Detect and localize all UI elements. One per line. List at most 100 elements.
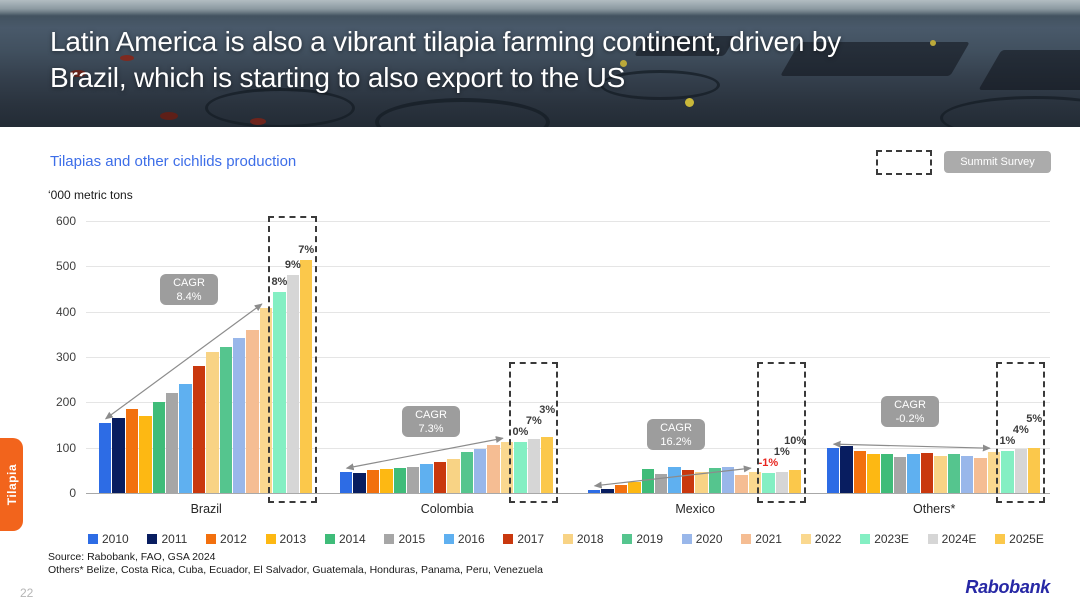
legend-item-2018: 2018 <box>562 532 604 546</box>
legend-item-2025E: 2025E <box>995 532 1044 546</box>
legend-item-2019: 2019 <box>622 532 663 546</box>
bar-Brazil-2023E <box>273 292 286 493</box>
bar-Others-2011 <box>840 446 853 493</box>
forecast-box-Others <box>996 362 1046 503</box>
y-axis-unit-label: ‘000 metric tons <box>48 188 133 202</box>
x-label-Brazil: Brazil <box>190 502 222 516</box>
chart-legend: 2010 2011 2012 2013 2014 2015 2016 2017 2018 2019… <box>88 532 1044 546</box>
bar-Colombia-2023E <box>514 441 527 493</box>
growth-label-Mexico-2023E: -1% <box>758 456 779 469</box>
legend-swatch-2022 <box>800 534 811 544</box>
chart-title: Tilapias and other cichlids production <box>50 153 297 170</box>
slide-title: Latin America is also a vibrant tilapia … <box>50 24 841 96</box>
shoreline-decor <box>0 0 1080 16</box>
bar-Mexico-2013 <box>628 482 641 493</box>
forecast-box-Colombia <box>509 362 559 503</box>
y-tick-200: 200 <box>55 395 76 410</box>
bar-Brazil-2020 <box>233 337 246 493</box>
y-tick-100: 100 <box>55 440 76 455</box>
legend-item-2010: 2010 <box>88 532 129 546</box>
bar-Others-2010 <box>827 448 840 493</box>
gridline-300 <box>86 357 1050 358</box>
bar-Colombia-2021 <box>487 445 500 493</box>
buoy-icon <box>120 55 134 61</box>
cagr-chip-Colombia: CAGR 7.3% <box>402 406 460 437</box>
growth-label-Brazil-2025E: 7% <box>298 244 315 257</box>
bar-Mexico-2010 <box>588 489 601 493</box>
cagr-chip-Mexico: CAGR 16.2% <box>647 419 705 450</box>
bar-Brazil-2018 <box>206 351 219 493</box>
legend-label-2018: 2018 <box>576 532 604 546</box>
buoy-icon <box>160 112 178 120</box>
bar-Colombia-2012 <box>366 470 380 493</box>
legend-swatch-2010 <box>88 534 98 544</box>
bar-Brazil-2021 <box>246 329 259 493</box>
growth-label-Others-2024E: 4% <box>1012 423 1029 436</box>
forecast-box-Mexico <box>757 362 807 503</box>
legend-swatch-2018 <box>562 534 573 544</box>
bar-Brazil-2016 <box>179 383 192 493</box>
y-tick-0: 0 <box>69 486 76 500</box>
bar-Colombia-2024E <box>527 438 540 493</box>
bar-Mexico-2023E <box>762 472 775 493</box>
gridline-500 <box>86 266 1050 268</box>
cagr-chip-Brazil: CAGR 8.4% <box>160 274 218 305</box>
y-tick-300: 300 <box>55 350 76 364</box>
legend-label-2011: 2011 <box>161 532 188 546</box>
x-label-Others: Others* <box>913 502 956 516</box>
cagr-prefix: CAGR <box>660 422 692 434</box>
bar-Others-2023E <box>1001 450 1014 493</box>
source-line1: Source: Rabobank, FAO, GSA 2024 <box>48 551 216 563</box>
legend-label-2020: 2020 <box>695 532 723 546</box>
gridline-400 <box>86 311 1050 313</box>
bar-Others-2015 <box>894 456 907 493</box>
source-line2: Others* Belize, Costa Rica, Cuba, Ecuado… <box>48 564 543 576</box>
bar-Others-2025E <box>1028 448 1041 493</box>
x-label-Mexico: Mexico <box>675 502 715 516</box>
legend-item-2012: 2012 <box>206 532 247 546</box>
bar-Brazil-2019 <box>219 346 232 493</box>
page-number: 22 <box>20 586 34 600</box>
bar-Mexico-2021 <box>735 474 748 493</box>
bar-Colombia-2010 <box>340 472 353 493</box>
tilapia-side-tab: Tilapia <box>0 438 23 531</box>
bar-Colombia-2017 <box>433 462 447 493</box>
cagr-prefix: CAGR <box>173 277 205 289</box>
bar-Others-2013 <box>867 454 880 493</box>
bar-Colombia-2025E <box>541 436 554 493</box>
legend-item-2017: 2017 <box>503 532 544 546</box>
legend-swatch-2014 <box>324 534 335 544</box>
buoy-icon <box>70 70 86 77</box>
bar-Mexico-2016 <box>668 467 681 493</box>
bar-Others-2021 <box>974 457 987 493</box>
y-tick-400: 400 <box>55 304 76 319</box>
bar-Mexico-2024E <box>775 472 788 493</box>
bar-Mexico-2014 <box>641 469 654 493</box>
legend-label-2010: 2010 <box>102 532 129 546</box>
cagr-prefix: CAGR <box>894 399 926 411</box>
bar-Colombia-2011 <box>353 472 366 493</box>
legend-swatch-2015 <box>384 534 395 544</box>
legend-swatch-2013 <box>265 534 276 544</box>
fish-cage-icon <box>205 88 355 127</box>
legend-swatch-2017 <box>503 534 514 544</box>
legend-swatch-2023E <box>860 534 871 544</box>
summit-survey-button[interactable]: Summit Survey <box>944 151 1051 173</box>
cagr-value: 16.2% <box>660 436 692 448</box>
source-note: Source: Rabobank, FAO, GSA 2024 Others* … <box>48 551 543 577</box>
cagr-value: -0.2% <box>895 413 925 425</box>
legend-swatch-2021 <box>741 534 752 544</box>
gridline-600 <box>86 221 1050 222</box>
cagr-chip-Others: CAGR -0.2% <box>881 396 939 427</box>
bar-Others-2016 <box>907 454 920 493</box>
legend-swatch-2011 <box>147 534 158 544</box>
growth-label-Others-2025E: 5% <box>1026 412 1043 425</box>
legend-item-2013: 2013 <box>265 532 306 546</box>
legend-label-2012: 2012 <box>220 532 247 546</box>
bar-Brazil-2024E <box>286 275 299 493</box>
bar-Mexico-2011 <box>601 488 614 493</box>
gridline-100 <box>86 447 1050 449</box>
